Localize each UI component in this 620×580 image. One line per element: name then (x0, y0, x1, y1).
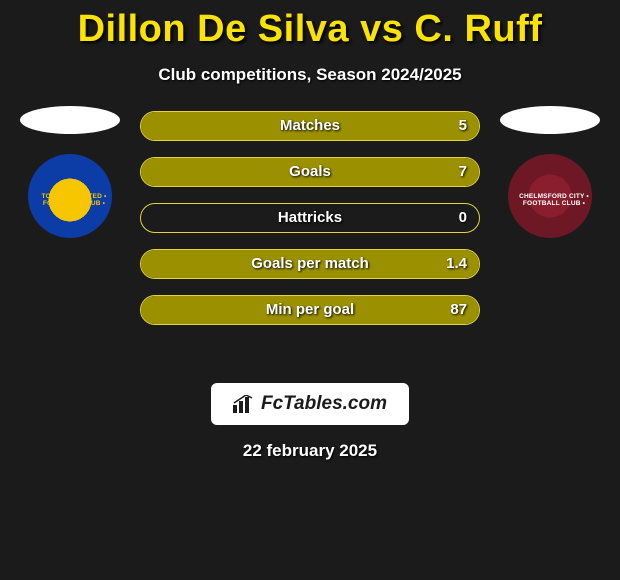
page-title: Dillon De Silva vs C. Ruff (0, 8, 620, 51)
comparison-panel: Matches5 Goals7 Hattricks0 Goals per match1… (0, 111, 620, 371)
stat-label: Min per goal (141, 301, 479, 318)
player-right-photo-placeholder (500, 106, 600, 134)
stat-label: Goals (141, 163, 479, 180)
stat-value-right: 0 (459, 209, 467, 226)
stat-label: Matches (141, 117, 479, 134)
date-text: 22 february 2025 (0, 441, 620, 461)
chart-icon (233, 395, 255, 413)
branding-text: FcTables.com (261, 393, 387, 415)
player-left (10, 106, 130, 238)
stat-label: Hattricks (141, 209, 479, 226)
stat-row: Matches5 (140, 111, 480, 141)
stat-row: Goals7 (140, 157, 480, 187)
stat-value-right: 87 (450, 301, 467, 318)
stat-label: Goals per match (141, 255, 479, 272)
stat-value-right: 5 (459, 117, 467, 134)
stats-list: Matches5 Goals7 Hattricks0 Goals per match1… (140, 111, 480, 341)
stat-row: Hattricks0 (140, 203, 480, 233)
stat-value-right: 7 (459, 163, 467, 180)
stat-row: Min per goal87 (140, 295, 480, 325)
stat-row: Goals per match1.4 (140, 249, 480, 279)
player-left-photo-placeholder (20, 106, 120, 134)
player-right (490, 106, 610, 238)
club-badge-chelmsford (508, 154, 592, 238)
subtitle: Club competitions, Season 2024/2025 (0, 65, 620, 85)
branding-badge: FcTables.com (211, 383, 409, 425)
stat-value-right: 1.4 (446, 255, 467, 272)
club-badge-torquay (28, 154, 112, 238)
